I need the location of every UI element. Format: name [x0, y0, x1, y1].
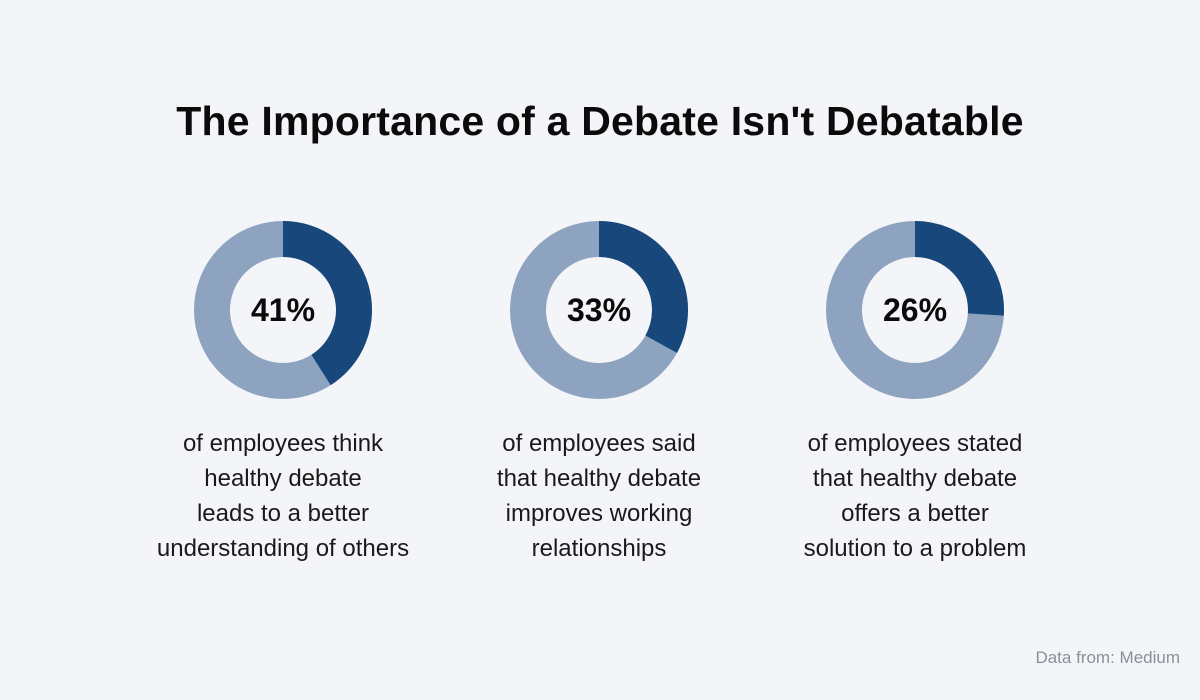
caption-0-line-2: leads to a better: [196, 500, 370, 527]
stat-panel-2: 26% of employees stated that healthy deb…: [755, 220, 1075, 566]
donut-chart-2: 26%: [825, 220, 1005, 400]
caption-2-line-1: that healthy debate: [812, 465, 1018, 492]
donut-chart-1: 33%: [509, 220, 689, 400]
caption-0: of employees think healthy debate leads …: [123, 426, 443, 566]
caption-1-line-3: relationships: [531, 535, 667, 562]
caption-1-line-1: that healthy debate: [496, 465, 702, 492]
percent-label-1: 33%: [566, 291, 632, 328]
donut-svg-0: [194, 221, 372, 399]
caption-1: of employees said that healthy debate im…: [439, 426, 759, 566]
caption-2-line-3: solution to a problem: [803, 535, 1027, 562]
donut-svg-2: [826, 221, 1004, 399]
donut-svg-1: [510, 221, 688, 399]
stat-panel-0: 41% of employees think healthy debate le…: [123, 220, 443, 566]
caption-0-line-0: of employees think: [182, 430, 384, 457]
caption-2: of employees stated that healthy debate …: [755, 426, 1075, 566]
donut-highlight-0: [282, 221, 372, 386]
data-source-note: Data from: Medium: [1035, 648, 1180, 667]
chart-title: The Importance of a Debate Isn't Debatab…: [176, 98, 1024, 144]
caption-0-line-3: understanding of others: [156, 535, 410, 562]
donut-highlight-2: [914, 221, 1004, 316]
percent-label-0: 41%: [250, 291, 316, 328]
caption-1-line-2: improves working: [505, 500, 693, 527]
caption-1-line-0: of employees said: [502, 430, 696, 457]
donut-chart-0: 41%: [193, 220, 373, 400]
caption-2-line-2: offers a better: [841, 500, 989, 527]
caption-0-line-1: healthy debate: [204, 465, 362, 492]
caption-2-line-0: of employees stated: [807, 430, 1023, 457]
percent-label-2: 26%: [882, 291, 948, 328]
stat-panel-1: 33% of employees said that healthy debat…: [439, 220, 759, 566]
donut-highlight-1: [598, 221, 688, 353]
